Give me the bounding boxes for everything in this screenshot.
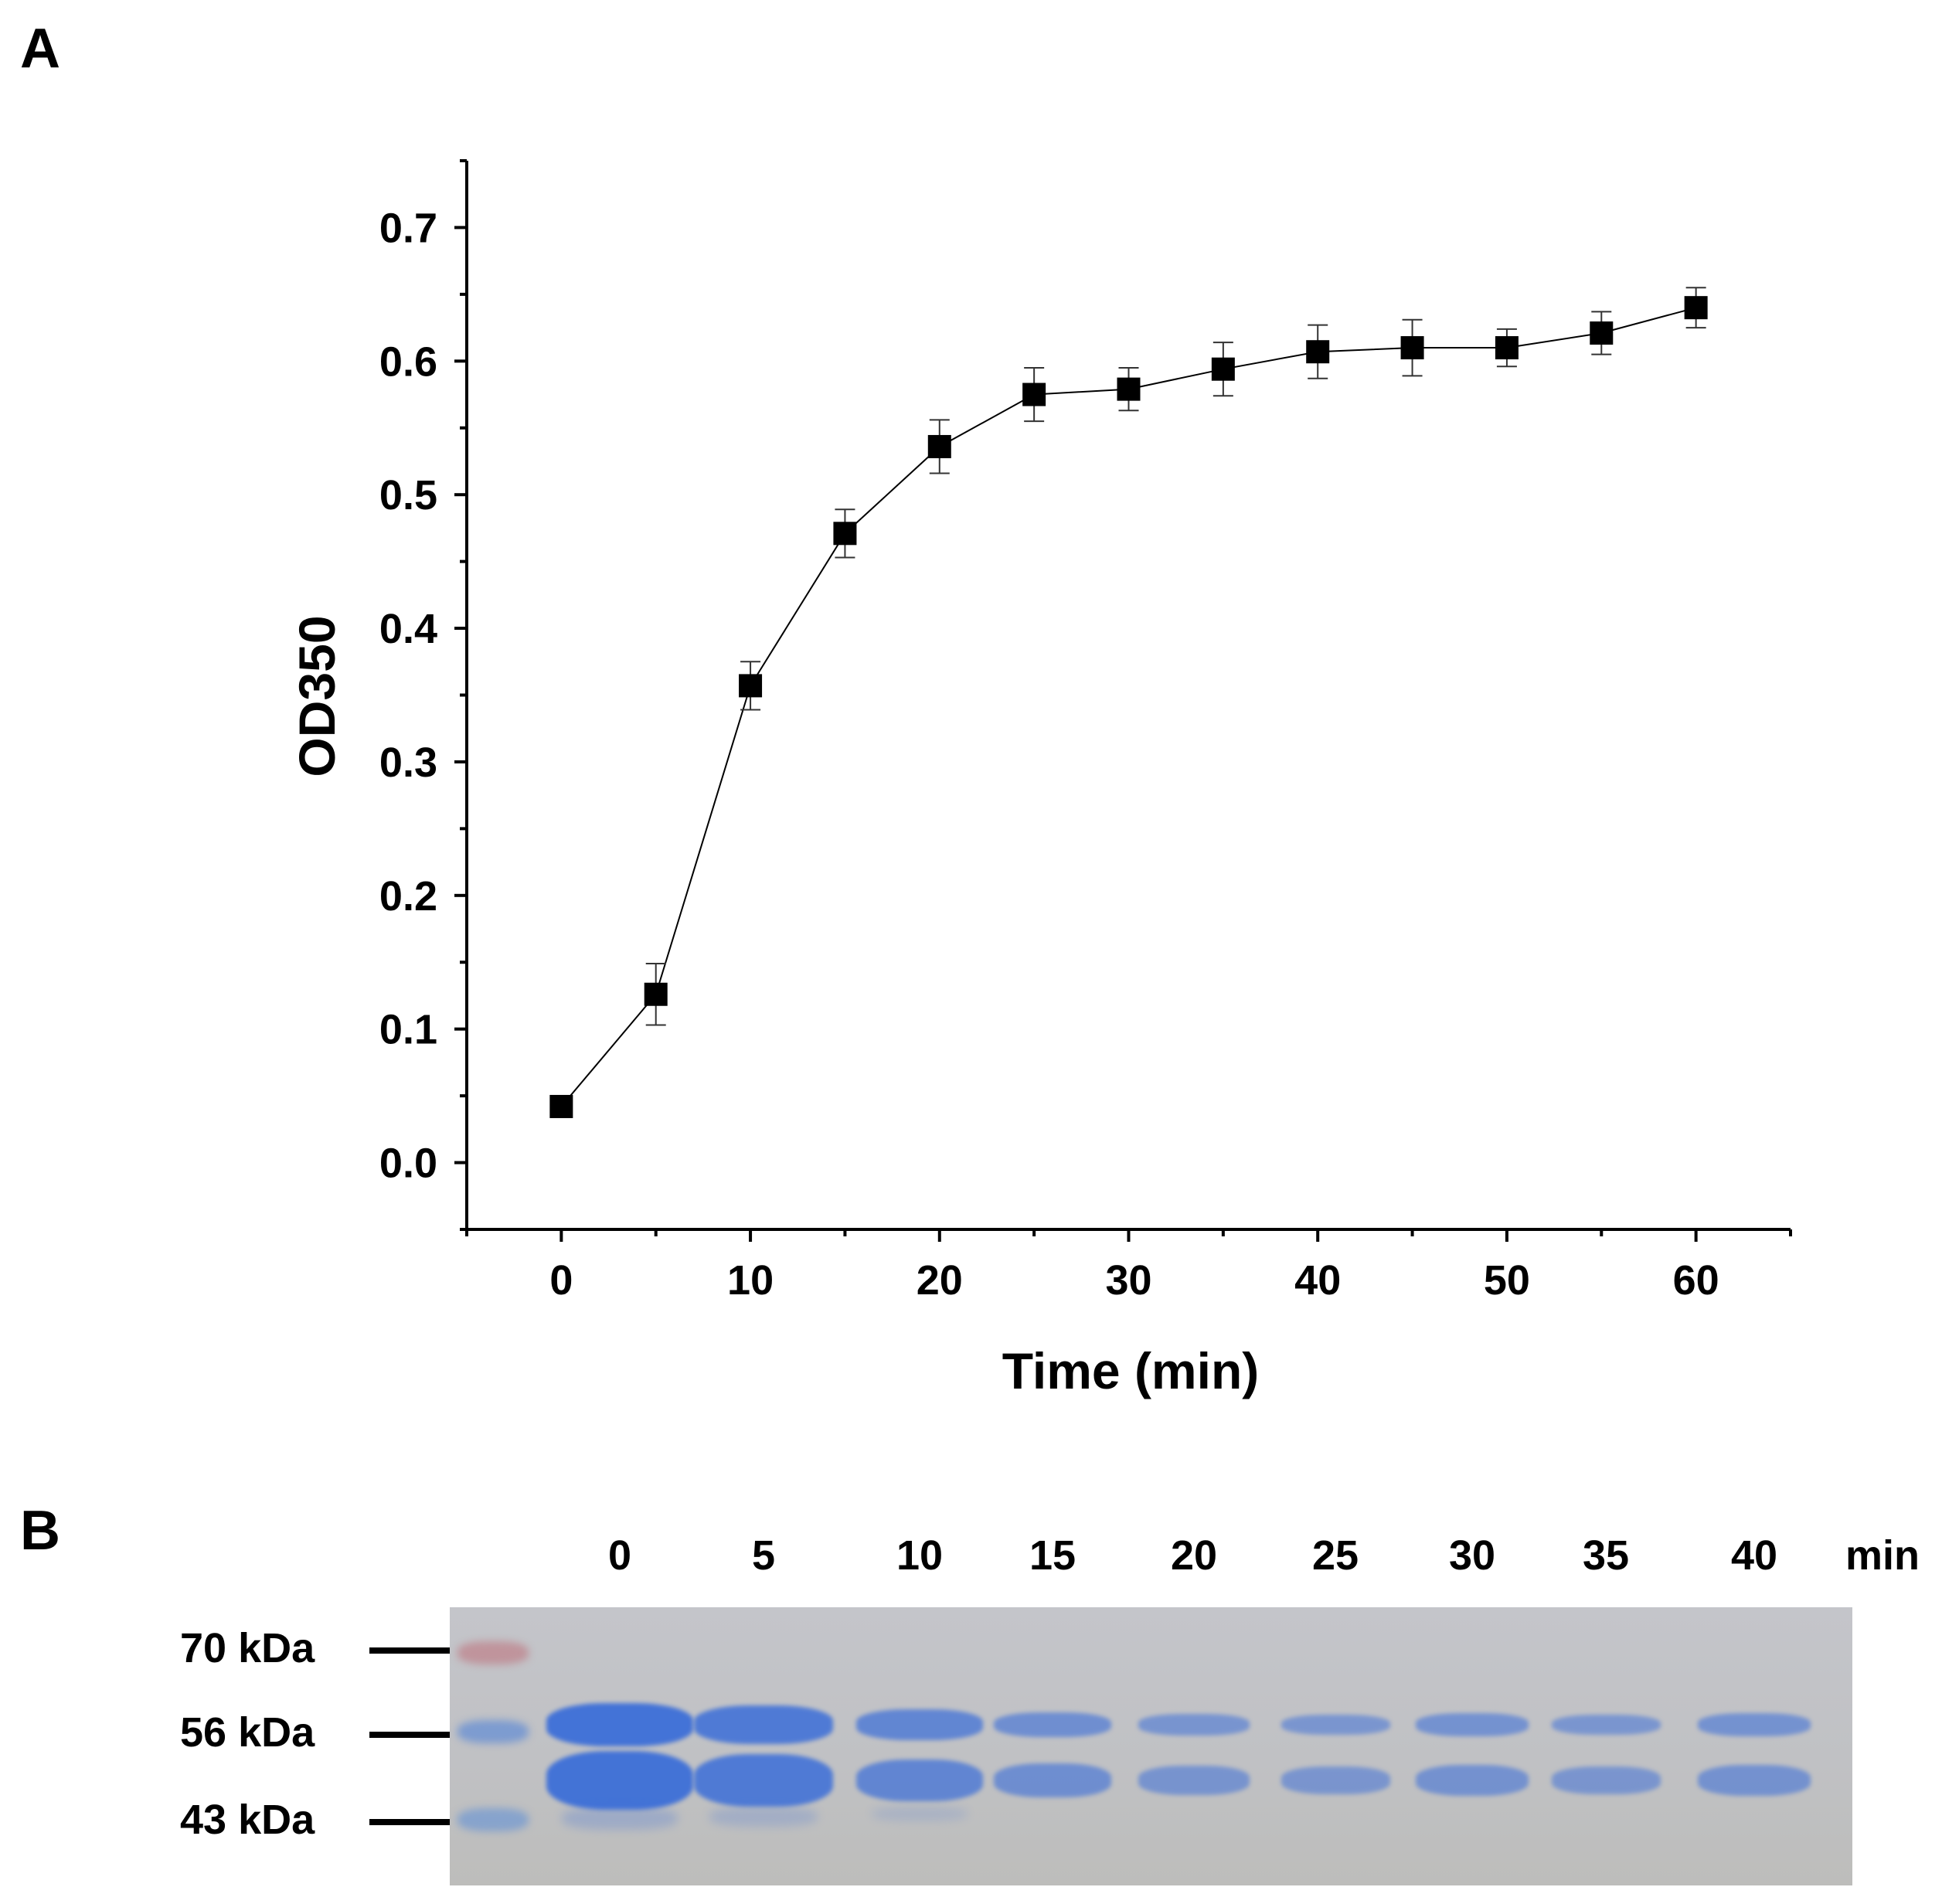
data-point: [1306, 340, 1330, 364]
data-point: [644, 982, 668, 1006]
marker-line: [369, 1819, 461, 1825]
data-point: [833, 522, 857, 546]
series-line: [560, 307, 1696, 1107]
x-tick-label: 0: [549, 1257, 573, 1304]
protein-band: [546, 1751, 693, 1810]
degradation-smear: [872, 1807, 968, 1821]
marker-line: [369, 1732, 461, 1738]
x-tick-labels: 0 10 20 30 40 50 60: [549, 1257, 1719, 1304]
data-point: [549, 1094, 573, 1118]
marker-line: [369, 1647, 461, 1654]
data-point: [1684, 296, 1708, 320]
protein-band: [694, 1705, 833, 1744]
y-tick-label: 0.7: [379, 205, 437, 251]
protein-band: [1280, 1714, 1390, 1736]
y-axis-title: OD350: [288, 615, 345, 777]
data-point: [927, 434, 951, 458]
marker-label: 56 kDa: [180, 1709, 315, 1756]
x-tick-label: 30: [1105, 1257, 1151, 1304]
x-axis-title: Time (min): [1002, 1342, 1259, 1399]
degradation-smear: [709, 1807, 818, 1827]
y-tick-label: 0.3: [379, 740, 437, 786]
x-tick-label: 20: [917, 1257, 963, 1304]
protein-band: [1551, 1766, 1661, 1794]
ladder-band: [457, 1720, 529, 1743]
lane-label: 5: [751, 1532, 776, 1579]
data-points: [549, 296, 1708, 1118]
protein-band: [1697, 1713, 1811, 1736]
lane-label: 10: [896, 1532, 944, 1579]
protein-band: [1415, 1713, 1529, 1736]
lane-label: 40: [1730, 1532, 1778, 1579]
data-point: [1211, 357, 1235, 381]
y-tick-label: 0.2: [379, 873, 437, 920]
chart-axes: [454, 159, 1792, 1242]
protein-band: [856, 1760, 983, 1801]
marker-label: 43 kDa: [180, 1797, 315, 1843]
protein-band: [856, 1708, 983, 1740]
y-tick-label: 0.1: [379, 1007, 437, 1053]
protein-band: [1138, 1766, 1250, 1795]
data-point: [739, 674, 763, 698]
x-tick-label: 10: [727, 1257, 774, 1304]
y-tick-labels: 0.0 0.1 0.2 0.3 0.4 0.5 0.6 0.7: [379, 205, 437, 1186]
degradation-smear: [562, 1807, 678, 1830]
protein-band: [694, 1754, 833, 1807]
protein-band: [1697, 1764, 1811, 1796]
lane-label: 30: [1448, 1532, 1496, 1579]
sds-page-gel-panel: 0 5 10 15 20 25 30 35 40 min 70 kDa 56 kDa 43 kDa: [0, 1515, 1942, 1904]
data-point: [1400, 336, 1424, 360]
y-tick-label: 0.5: [379, 472, 437, 518]
marker-label: 70 kDa: [180, 1625, 315, 1671]
data-point: [1495, 336, 1519, 360]
series-line-group: [560, 307, 1696, 1107]
lane-label: 15: [1029, 1532, 1076, 1579]
protein-band: [1138, 1714, 1250, 1736]
data-point: [1590, 321, 1614, 345]
lane-label: 0: [607, 1532, 632, 1579]
panel-a-letter: A: [20, 18, 60, 80]
protein-band: [546, 1703, 693, 1746]
protein-band: [1280, 1766, 1390, 1794]
ladder-band: [457, 1808, 529, 1831]
y-tick-label: 0.4: [379, 606, 437, 652]
data-point: [1117, 377, 1141, 401]
protein-band: [1415, 1764, 1529, 1796]
od350-line-chart: 0.0 0.1 0.2 0.3 0.4 0.5 0.6 0.7 0 10 20 30 40 50 60 T…: [288, 159, 1792, 1399]
lane-label: 35: [1582, 1532, 1630, 1579]
lane-label: 20: [1170, 1532, 1218, 1579]
protein-band: [1551, 1714, 1661, 1736]
y-tick-label: 0.0: [379, 1141, 437, 1187]
error-bars: [551, 287, 1706, 1113]
x-tick-label: 40: [1294, 1257, 1341, 1304]
x-tick-label: 50: [1484, 1257, 1530, 1304]
data-point: [1022, 382, 1046, 406]
protein-band: [994, 1763, 1111, 1798]
time-unit-label: min: [1845, 1532, 1920, 1579]
protein-band: [994, 1712, 1111, 1738]
ladder-band: [457, 1641, 529, 1664]
lane-label: 25: [1311, 1532, 1359, 1579]
gel-image: [450, 1607, 1852, 1885]
x-tick-label: 60: [1673, 1257, 1719, 1304]
panel-b-letter: B: [20, 1500, 60, 1562]
y-tick-label: 0.6: [379, 338, 437, 385]
